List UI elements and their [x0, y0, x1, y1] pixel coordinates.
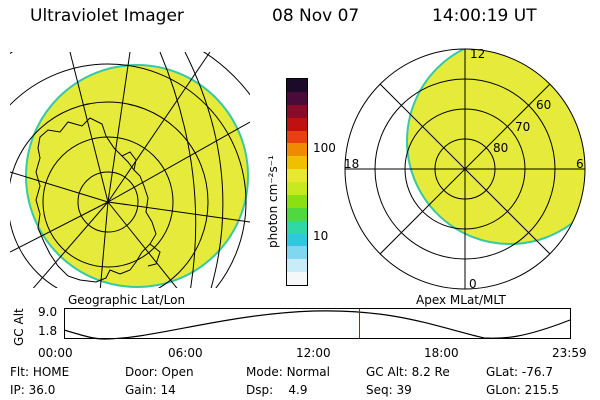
xtick-2359: 23:59 [552, 346, 587, 360]
altitude-curve [64, 310, 571, 340]
mlat-label-80: 80 [493, 141, 508, 155]
colorbar-segment [287, 156, 307, 170]
info-gain: Gain: 14 [125, 383, 176, 397]
colorbar-segment [287, 143, 307, 157]
mlat-label-70: 70 [515, 120, 530, 134]
mlt-label-0: 0 [469, 277, 477, 291]
colorbar-segment [287, 130, 307, 144]
mlt-label-18: 18 [344, 157, 359, 171]
magnetic-polar-plot: 12 18 6 0 60 70 80 [344, 48, 586, 291]
colorbar-segment [287, 182, 307, 195]
info-glon: GLon: 215.5 [486, 383, 559, 397]
xtick-1800: 18:00 [424, 346, 459, 360]
colorbar-tick-10: 10 [313, 229, 329, 243]
colorbar-segment [287, 194, 307, 208]
xtick-0000: 00:00 [38, 346, 73, 360]
uv-image-disk [25, 64, 249, 288]
mlt-label-12: 12 [470, 48, 485, 61]
colorbar-unit-label: photon cm⁻²s⁻¹ [266, 155, 280, 248]
colorbar [286, 78, 308, 286]
geographic-map [10, 52, 250, 288]
colorbar-segment [287, 117, 307, 131]
xtick-1200: 12:00 [296, 346, 331, 360]
colorbar-segment [287, 233, 307, 247]
colorbar-segment [287, 91, 307, 105]
time-label: 14:00:19 UT [432, 6, 537, 26]
colorbar-segment [287, 169, 307, 182]
info-seq: Seq: 39 [366, 383, 412, 397]
info-ip: IP: 36.0 [10, 383, 56, 397]
colorbar-segment [287, 246, 307, 260]
xtick-0600: 06:00 [168, 346, 203, 360]
apex-caption: Apex MLat/MLT [416, 293, 506, 307]
app-title: Ultraviolet Imager [30, 6, 184, 26]
coastline [35, 117, 157, 283]
colorbar-segment [287, 220, 307, 234]
info-mode: Mode: Normal [246, 365, 330, 379]
mlat-label-60: 60 [536, 98, 551, 112]
altitude-ytick-low: 1.8 [38, 324, 58, 338]
altitude-ylabel: GC Alt [12, 308, 26, 346]
info-glat: GLat: -76.7 [486, 365, 553, 379]
altitude-plot [64, 308, 571, 340]
mlt-label-6: 6 [576, 157, 584, 171]
date-label: 08 Nov 07 [272, 6, 360, 26]
colorbar-tick-100: 100 [313, 141, 336, 155]
colorbar-segment [287, 79, 307, 92]
info-flt: Flt: HOME [10, 365, 70, 379]
colorbar-segment [287, 207, 307, 221]
geographic-caption: Geographic Lat/Lon [68, 293, 186, 307]
latitude-grid [10, 52, 250, 288]
info-gc-alt: GC Alt: 8.2 Re [366, 365, 450, 379]
altitude-ytick-high: 9.0 [38, 305, 58, 319]
colorbar-segment [287, 104, 307, 118]
longitude-grid [10, 52, 250, 288]
info-dsp: Dsp: 4.9 [246, 383, 308, 397]
colorbar-segment [287, 272, 307, 285]
polar-grid [344, 48, 586, 290]
info-door: Door: Open [125, 365, 194, 379]
colorbar-segment [287, 259, 307, 273]
